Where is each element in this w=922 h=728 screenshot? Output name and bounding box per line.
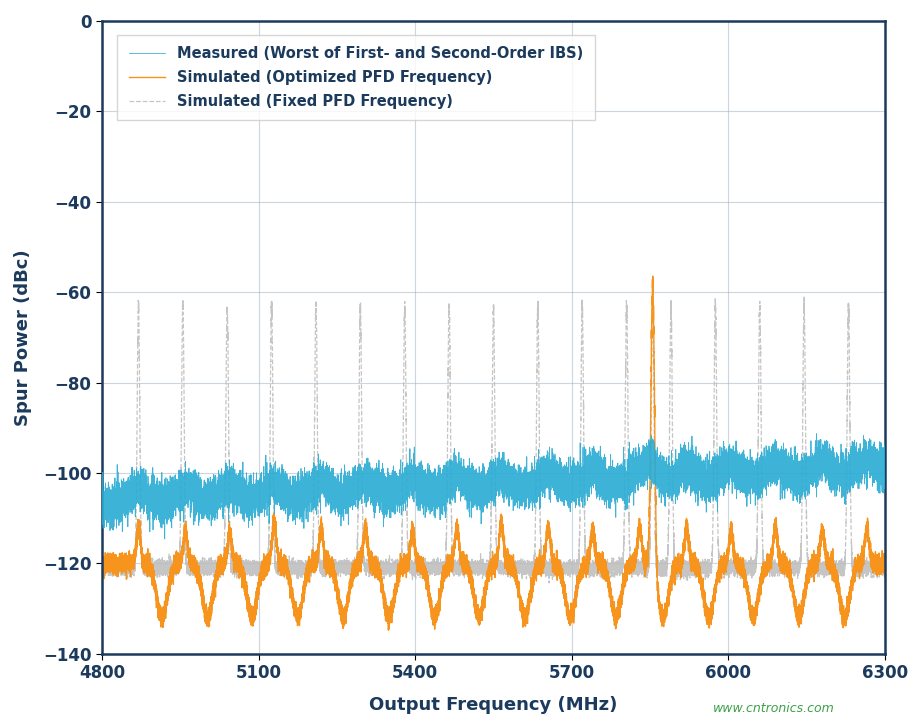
Simulated (Fixed PFD Frequency) bbox=[467, 567, 478, 576]
Simulated (Fixed PFD Frequency) bbox=[543, 579, 554, 587]
Simulated (Fixed PFD Frequency) bbox=[798, 292, 810, 301]
Line: Simulated (Optimized PFD Frequency): Simulated (Optimized PFD Frequency) bbox=[102, 276, 885, 630]
Measured (Worst of First- and Second-Order IBS) bbox=[160, 534, 171, 543]
Simulated (Optimized PFD Frequency) bbox=[647, 272, 658, 280]
Simulated (Fixed PFD Frequency) bbox=[291, 560, 302, 569]
Line: Simulated (Fixed PFD Frequency): Simulated (Fixed PFD Frequency) bbox=[102, 296, 885, 583]
Simulated (Optimized PFD Frequency) bbox=[829, 567, 840, 576]
Line: Measured (Worst of First- and Second-Order IBS): Measured (Worst of First- and Second-Ord… bbox=[102, 434, 885, 539]
Simulated (Fixed PFD Frequency) bbox=[657, 564, 668, 573]
Simulated (Optimized PFD Frequency) bbox=[880, 558, 891, 567]
Measured (Worst of First- and Second-Order IBS) bbox=[829, 483, 840, 491]
Simulated (Fixed PFD Frequency) bbox=[829, 567, 840, 576]
Simulated (Optimized PFD Frequency) bbox=[383, 626, 394, 635]
Simulated (Optimized PFD Frequency) bbox=[97, 557, 108, 566]
Simulated (Optimized PFD Frequency) bbox=[599, 571, 610, 579]
Text: www.cntronics.com: www.cntronics.com bbox=[713, 702, 834, 715]
Measured (Worst of First- and Second-Order IBS) bbox=[570, 486, 581, 495]
Simulated (Fixed PFD Frequency) bbox=[880, 566, 891, 575]
Simulated (Fixed PFD Frequency) bbox=[599, 569, 610, 577]
Simulated (Optimized PFD Frequency) bbox=[657, 611, 668, 620]
Simulated (Fixed PFD Frequency) bbox=[97, 566, 108, 574]
Measured (Worst of First- and Second-Order IBS) bbox=[657, 479, 668, 488]
Simulated (Optimized PFD Frequency) bbox=[570, 592, 581, 601]
Simulated (Fixed PFD Frequency) bbox=[570, 564, 581, 573]
Legend: Measured (Worst of First- and Second-Order IBS), Simulated (Optimized PFD Freque: Measured (Worst of First- and Second-Ord… bbox=[117, 34, 595, 120]
X-axis label: Output Frequency (MHz): Output Frequency (MHz) bbox=[370, 696, 618, 714]
Measured (Worst of First- and Second-Order IBS) bbox=[811, 430, 822, 438]
Measured (Worst of First- and Second-Order IBS) bbox=[291, 486, 302, 494]
Y-axis label: Spur Power (dBc): Spur Power (dBc) bbox=[14, 249, 32, 426]
Measured (Worst of First- and Second-Order IBS) bbox=[599, 473, 610, 482]
Measured (Worst of First- and Second-Order IBS) bbox=[467, 482, 478, 491]
Measured (Worst of First- and Second-Order IBS) bbox=[97, 502, 108, 511]
Simulated (Optimized PFD Frequency) bbox=[467, 586, 478, 595]
Measured (Worst of First- and Second-Order IBS) bbox=[880, 438, 891, 447]
Simulated (Optimized PFD Frequency) bbox=[291, 615, 302, 624]
